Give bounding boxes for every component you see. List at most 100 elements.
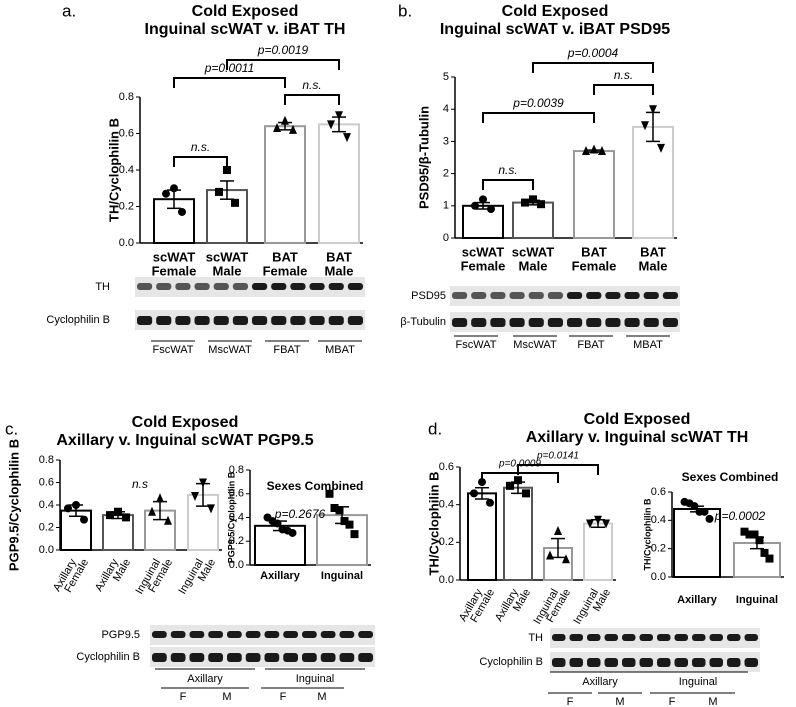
blot-row-label: TH (528, 632, 543, 644)
significance-bracket (481, 472, 559, 483)
annotation: p=0.0019 (257, 43, 309, 57)
x-tick-label: Inguinal (736, 594, 778, 606)
blot-group-label: Inguinal (296, 673, 335, 685)
bar (318, 123, 360, 244)
blot-group-label: Axillary (187, 673, 223, 685)
data-point (281, 115, 289, 125)
data-point (64, 504, 72, 513)
y-tick-label: 4 (443, 103, 449, 115)
blot-band (569, 634, 583, 641)
significance-bracket (226, 59, 340, 70)
data-point (487, 205, 495, 214)
significance-bracket (482, 112, 595, 123)
blot-band (622, 658, 636, 667)
data-point (106, 511, 114, 520)
data-point (755, 536, 764, 545)
blot-band (339, 631, 355, 638)
y-axis-label: PSD95/β-Tubulin (416, 106, 431, 209)
blot-lane-label: M (708, 696, 717, 707)
blot-group-label: Axillary (582, 676, 618, 688)
data-point (207, 504, 215, 514)
data-point (594, 515, 602, 525)
blot-band (709, 634, 723, 641)
blot-lane-label: F (280, 691, 287, 703)
blot-band (509, 318, 525, 327)
data-point (162, 189, 170, 198)
data-point (690, 502, 699, 511)
blot-band (547, 292, 563, 299)
significance-bracket (173, 77, 286, 88)
blot-band (156, 283, 172, 290)
blot-band (252, 316, 268, 325)
blot-band (662, 292, 678, 299)
x-tick-label: scWAT (206, 249, 248, 264)
blot-lane-label: M (222, 691, 231, 703)
blot-band (208, 631, 223, 638)
data-point (223, 166, 231, 174)
blot-band (194, 283, 210, 290)
blot-band (309, 283, 325, 290)
blot-background (135, 277, 365, 297)
data-point (471, 201, 479, 210)
data-point (522, 489, 530, 498)
blot-lane-label: MscWAT (513, 339, 557, 351)
blot-row-label: PSD95 (411, 290, 446, 302)
y-tick-label: 0.2 (439, 536, 454, 548)
blot-band (586, 292, 602, 299)
data-point (641, 121, 649, 131)
y-tick-label: 0.2 (651, 543, 666, 555)
inset-title: Sexes Combined (267, 479, 364, 493)
y-tick-label: 0.0 (439, 574, 454, 586)
data-point (586, 519, 594, 529)
blot-band (175, 283, 191, 290)
data-point (231, 198, 239, 207)
data-point (514, 476, 522, 485)
bar (573, 150, 615, 239)
x-tick-label: Male (325, 263, 354, 278)
y-tick-label: 0.2 (229, 535, 244, 547)
blot-band (170, 653, 186, 662)
data-point (479, 195, 487, 204)
blot-band (358, 653, 373, 662)
blot-background (150, 625, 375, 645)
y-tick-label: 0.6 (39, 476, 54, 488)
blot-band (604, 658, 618, 667)
blot-lane-label: FBAT (273, 344, 301, 356)
y-tick-label: 0.0 (651, 571, 666, 583)
y-tick-label: 0.4 (439, 499, 454, 511)
blot-band (643, 292, 659, 299)
data-point (765, 554, 774, 563)
blot-row-label: Cyclophilin B (76, 651, 140, 663)
x-tick-label: scWAT (462, 244, 504, 259)
data-point (80, 515, 88, 524)
bar (264, 125, 306, 244)
data-point (164, 515, 172, 525)
blot-band (727, 634, 741, 641)
blot-background (450, 312, 680, 332)
blot-band (490, 292, 506, 299)
blot-band (264, 653, 280, 662)
significance-bracket (532, 62, 654, 73)
blot-band (245, 631, 261, 638)
y-tick-label: 0.6 (119, 127, 134, 139)
data-point (273, 123, 281, 133)
annotation: n.s. (191, 140, 210, 154)
blot-band (657, 634, 671, 641)
y-tick-label: 0.0 (229, 559, 244, 571)
data-point (740, 527, 749, 536)
panel-label: a. (62, 1, 76, 20)
blot-band (137, 283, 153, 290)
y-tick-label: 5 (443, 71, 449, 83)
annotation: n.s. (302, 78, 321, 92)
panel-label: d. (428, 419, 442, 438)
inset-title: Sexes Combined (682, 470, 779, 484)
data-point (562, 554, 570, 564)
blot-band (587, 634, 601, 641)
blot-lane-label: F (669, 696, 676, 707)
annotation: n.s. (498, 163, 517, 177)
y-axis-label: TH/Cyclophilin B (106, 118, 121, 222)
blot-band (152, 631, 167, 638)
blot-band (605, 318, 621, 327)
blot-band (347, 316, 363, 325)
blot-band (290, 316, 306, 325)
